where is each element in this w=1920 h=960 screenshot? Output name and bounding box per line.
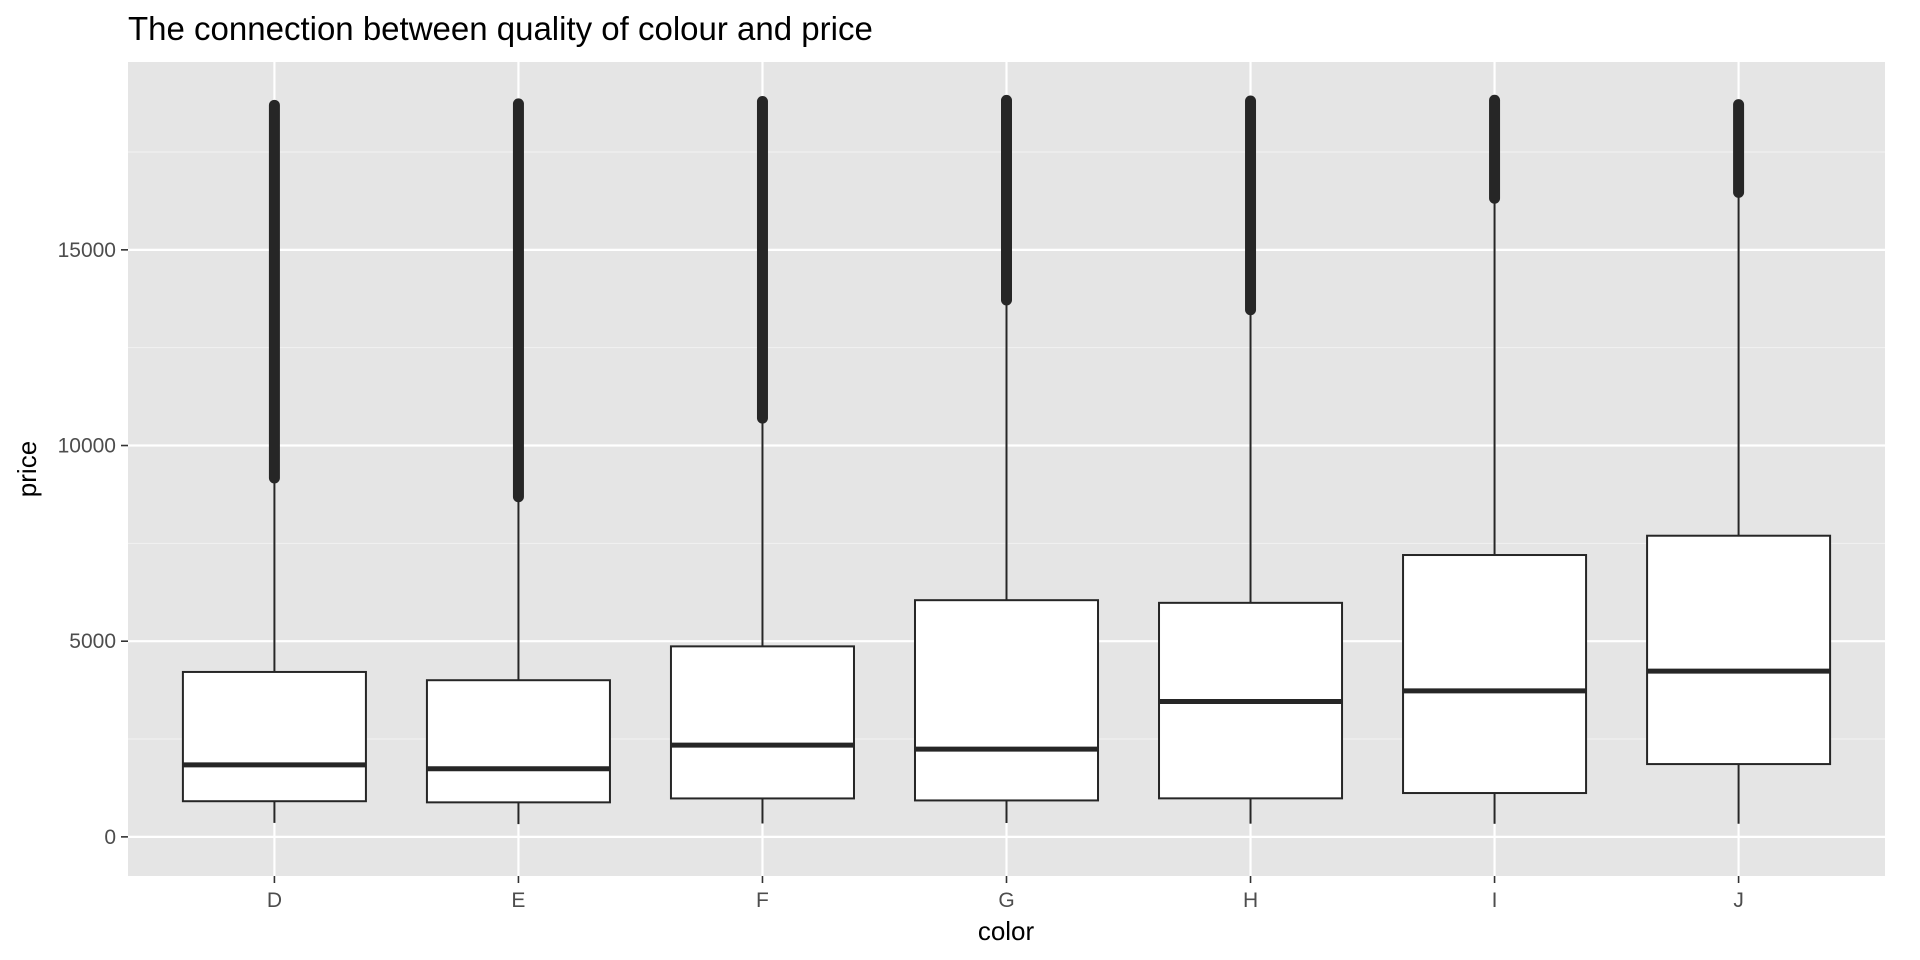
box-layer xyxy=(181,94,1832,825)
box-J xyxy=(1646,99,1832,824)
x-tick-label: G xyxy=(998,889,1014,912)
iqr-box xyxy=(425,679,611,804)
axis-layer: 0 5000 10000 15000 D E F G H I J xyxy=(58,239,1744,912)
x-axis-title: color xyxy=(978,916,1035,946)
iqr-box xyxy=(913,599,1100,802)
box-E xyxy=(425,98,611,825)
iqr-box xyxy=(669,645,855,800)
x-tick-label: E xyxy=(511,889,525,912)
y-tick-label: 15000 xyxy=(58,239,116,262)
x-tick-label: I xyxy=(1492,889,1498,912)
x-tick-label: J xyxy=(1733,889,1744,912)
box-I xyxy=(1402,94,1588,824)
y-tick-label: 0 xyxy=(104,826,116,849)
y-axis-title: price xyxy=(12,441,42,497)
y-tick-label: 5000 xyxy=(69,630,116,653)
x-tick-label: F xyxy=(756,889,769,912)
box-D xyxy=(181,99,367,823)
box-F xyxy=(669,95,855,824)
iqr-box xyxy=(1402,554,1588,795)
x-tick-label: D xyxy=(267,889,282,912)
x-tick-label: H xyxy=(1243,889,1258,912)
box-H xyxy=(1158,95,1344,824)
iqr-box xyxy=(181,670,367,803)
chart-title: The connection between quality of colour… xyxy=(128,10,873,47)
y-tick-label: 10000 xyxy=(58,435,116,458)
box-G xyxy=(913,94,1100,824)
iqr-box xyxy=(1646,534,1832,766)
